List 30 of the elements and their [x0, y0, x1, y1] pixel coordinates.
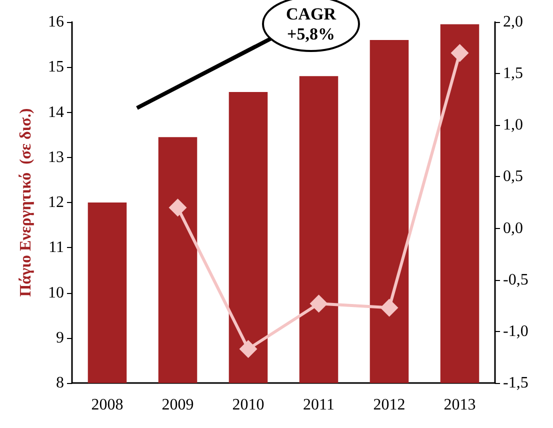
point	[380, 298, 398, 317]
annotation: CAGR +5,8%	[286, 4, 337, 44]
y-tick-label: 11	[48, 239, 64, 256]
y-axis-title: Πάγιο Ενεργητικό (σε δισ.)	[18, 108, 34, 297]
y-tick-label: 13	[48, 148, 64, 166]
x-tick-label: 2008	[91, 396, 124, 414]
y-tick-label: 10	[48, 284, 64, 302]
x-tick-label: 2013	[444, 396, 476, 414]
y-tick-label: 16	[48, 14, 64, 30]
x-tick-label: 2011	[303, 396, 334, 414]
y-tick-label: 14	[48, 104, 64, 121]
y-tick-label: 9	[56, 329, 64, 346]
point	[450, 44, 469, 62]
x-tick-label: 2012	[373, 396, 406, 414]
y2-tick-label: 1,0	[503, 116, 523, 134]
y2-tick-label: -0,5	[503, 271, 528, 288]
x-tick-label: 2009	[162, 396, 194, 414]
y2-tick-label: -1,0	[503, 322, 528, 340]
x-tick-label: 2010	[232, 396, 264, 414]
point	[168, 198, 187, 217]
y2-tick-label: 0,5	[503, 168, 523, 186]
y2-tick-label: 0,0	[503, 220, 523, 237]
y-tick-label: 12	[48, 194, 64, 211]
point	[239, 340, 258, 358]
point	[310, 294, 328, 313]
y-tick-label: 15	[48, 58, 64, 76]
y2-tick-label: 2,0	[503, 14, 523, 30]
y-tick-label: 8	[56, 374, 64, 392]
y2-tick-label: 1,5	[503, 65, 523, 82]
y2-tick-label: -1,5	[503, 374, 528, 392]
